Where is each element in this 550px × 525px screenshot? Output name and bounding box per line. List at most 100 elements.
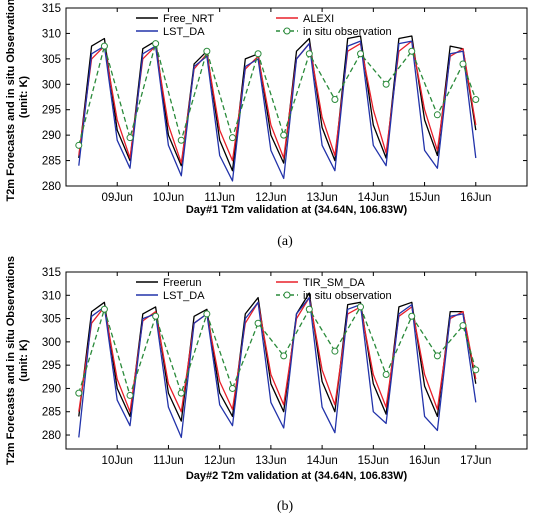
data-point — [203, 310, 211, 318]
legend-label: LST_DA — [163, 26, 205, 38]
data-point — [152, 312, 160, 320]
legend-entry-2: TIR_SM_DA — [276, 277, 365, 289]
legend-label: in situ observation — [303, 26, 392, 38]
x-tick-label: 12Jun — [255, 192, 286, 204]
data-point — [472, 366, 480, 374]
data-point — [382, 370, 390, 378]
y-tick-label: 310 — [42, 290, 61, 302]
legend-entry-3: LST_DA — [136, 290, 205, 302]
series-line-2 — [78, 296, 477, 413]
x-tick-label: 14Jun — [358, 192, 389, 204]
data-point — [459, 60, 467, 68]
data-point — [408, 312, 416, 320]
y-axis-label-line-1: T2m Forecasts and in situ Observations — [5, 0, 17, 202]
panel-caption: (a) — [277, 234, 293, 249]
data-point — [433, 111, 441, 119]
x-tick-label: 14Jun — [306, 455, 337, 467]
x-tick-label: 10Jun — [102, 455, 133, 467]
data-point — [472, 96, 480, 104]
plot-frame — [65, 7, 528, 187]
x-tick-label: 09Jun — [102, 192, 133, 204]
x-tick-label: 15Jun — [409, 192, 440, 204]
y-axis-label-line-2: (unit: K) — [18, 76, 30, 118]
data-point — [203, 47, 211, 55]
data-point — [382, 80, 390, 88]
legend-entry-1: Freerun — [136, 277, 202, 289]
legend-entry-1: Free_NRT — [136, 13, 214, 25]
x-tick-label: 11Jun — [204, 192, 234, 204]
y-axis-label: T2m Forecasts and in situ Observations(u… — [5, 256, 30, 465]
data-point — [100, 42, 108, 50]
y-tick-label: 305 — [42, 314, 61, 326]
series-line-3 — [78, 296, 477, 439]
data-point — [228, 384, 236, 392]
data-point — [75, 389, 83, 397]
series-line-4 — [78, 306, 477, 397]
x-tick-label: 15Jun — [358, 455, 389, 467]
data-point — [126, 134, 134, 142]
y-tick-label: 285 — [42, 156, 61, 168]
data-point — [331, 96, 339, 104]
data-point — [228, 134, 236, 142]
y-tick-label: 285 — [42, 407, 61, 419]
chart-panel-2: 280 285 290 295 300 305 310 315 10Jun 11Jun 12Jun 1… — [5, 256, 528, 514]
x-tick-label: 11Jun — [153, 455, 183, 467]
data-point — [280, 131, 288, 139]
series-line-2 — [78, 40, 477, 164]
legend-marker — [283, 27, 291, 35]
data-point — [177, 136, 185, 144]
legend-entry-4: in situ observation — [276, 26, 392, 38]
y-tick-label: 300 — [42, 79, 61, 91]
y-tick-label: 280 — [42, 181, 61, 193]
y-tick-label: 290 — [42, 383, 61, 395]
y-tick-label: 300 — [42, 337, 61, 349]
x-tick-label: 16Jun — [460, 192, 491, 204]
data-point — [357, 303, 365, 311]
y-axis-label-line-1: T2m Forecasts and in situ Observations — [5, 256, 17, 465]
legend-label: Free_NRT — [163, 13, 214, 25]
y-axis-label-line-2: (unit: K) — [18, 339, 30, 381]
x-tick-label: 13Jun — [306, 192, 337, 204]
chart-panel-1: 280 285 290 295 300 305 310 315 09Jun 10Jun 11Jun 1… — [5, 0, 528, 249]
y-tick-label: 295 — [42, 105, 61, 117]
series-line-1 — [78, 35, 477, 172]
y-tick-label: 315 — [42, 267, 61, 279]
x-tick-label: 10Jun — [153, 192, 184, 204]
data-point — [305, 50, 313, 58]
x-tick-label: 17Jun — [460, 455, 491, 467]
x-tick-label: 13Jun — [255, 455, 286, 467]
x-tick-label: 16Jun — [409, 455, 440, 467]
data-point — [408, 47, 416, 55]
y-tick-label: 295 — [42, 360, 61, 372]
data-point — [305, 305, 313, 313]
legend-label: Freerun — [163, 277, 202, 289]
legend-label: LST_DA — [163, 290, 205, 302]
data-point — [459, 322, 467, 330]
legend-marker — [283, 291, 291, 299]
data-point — [357, 50, 365, 58]
panel-caption: (b) — [277, 499, 294, 514]
x-axis-label: Day#2 T2m validation at (34.64N, 106.83W… — [186, 470, 408, 482]
data-point — [75, 141, 83, 149]
data-point — [100, 305, 108, 313]
data-point — [126, 391, 134, 399]
x-axis-label: Day#1 T2m validation at (34.64N, 106.83W… — [186, 204, 408, 216]
legend-label: TIR_SM_DA — [303, 277, 365, 289]
data-point — [331, 347, 339, 355]
data-point — [433, 352, 441, 360]
legend-label: in situ observation — [303, 290, 392, 302]
series-line-1 — [78, 292, 477, 422]
y-tick-label: 305 — [42, 54, 61, 66]
plot-frame — [65, 271, 528, 450]
legend-entry-2: ALEXI — [276, 13, 334, 25]
y-axis-label: T2m Forecasts and in situ Observations(u… — [5, 0, 30, 202]
data-point — [152, 40, 160, 48]
y-tick-label: 315 — [42, 3, 61, 15]
series-line-3 — [78, 40, 477, 182]
data-point — [280, 352, 288, 360]
legend-entry-3: LST_DA — [136, 26, 205, 38]
y-tick-label: 280 — [42, 430, 61, 442]
legend-label: ALEXI — [303, 13, 334, 25]
